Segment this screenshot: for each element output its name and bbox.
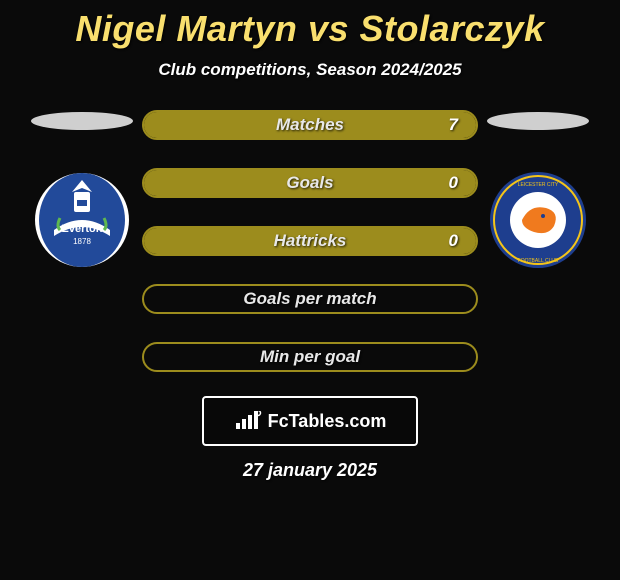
player1-ellipse	[31, 112, 133, 130]
brand-box[interactable]: FcTables.com	[202, 396, 418, 446]
infographic-card: Nigel Martyn vs Stolarczyk Club competit…	[0, 0, 620, 580]
svg-text:FOOTBALL CLUB: FOOTBALL CLUB	[518, 258, 559, 264]
player2-ellipse	[487, 112, 589, 130]
player1-name: Nigel Martyn	[75, 8, 297, 49]
stat-bars: Matches 7 Goals 0 Hattricks 0 Goals per match M…	[142, 110, 478, 372]
leicester-crest-svg: LEICESTER CITY FOOTBALL CLUB	[488, 170, 588, 270]
stat-bar-mpg: Min per goal	[142, 342, 478, 372]
stat-bar-label: Hattricks	[274, 231, 347, 251]
bars-icon	[234, 411, 262, 431]
stat-bar-value: 0	[449, 173, 458, 193]
left-side: Everton 1878	[22, 110, 142, 270]
page-title: Nigel Martyn vs Stolarczyk	[0, 8, 620, 50]
stat-bar-label: Matches	[276, 115, 344, 135]
stat-bar-label: Goals	[286, 173, 333, 193]
stat-bar-label: Goals per match	[243, 289, 376, 309]
stat-bar-label: Min per goal	[260, 347, 360, 367]
svg-text:Everton: Everton	[62, 223, 103, 235]
everton-crest: Everton 1878	[32, 170, 132, 270]
comparison-body: Everton 1878 Matches7Goals0Hattricks0Goa…	[0, 110, 620, 372]
subtitle: Club competitions, Season 2024/2025	[0, 60, 620, 80]
vs-label: vs	[308, 8, 349, 49]
stat-bar-gpm: Goals per match	[142, 284, 478, 314]
stat-bar-value: 7	[449, 115, 458, 135]
svg-text:1878: 1878	[73, 237, 91, 246]
player2-name: Stolarczyk	[360, 8, 545, 49]
stat-bar-matches: Matches 7	[142, 110, 478, 140]
leicester-crest: LEICESTER CITY FOOTBALL CLUB	[488, 170, 588, 270]
stat-bar-hattricks: Hattricks 0	[142, 226, 478, 256]
right-side: LEICESTER CITY FOOTBALL CLUB	[478, 110, 598, 270]
stat-bar-goals: Goals 0	[142, 168, 478, 198]
date-text: 27 january 2025	[0, 460, 620, 481]
svg-text:LEICESTER CITY: LEICESTER CITY	[518, 182, 559, 188]
stat-bar-value: 0	[449, 231, 458, 251]
everton-crest-svg: Everton 1878	[32, 170, 132, 270]
brand-text: FcTables.com	[268, 411, 387, 432]
